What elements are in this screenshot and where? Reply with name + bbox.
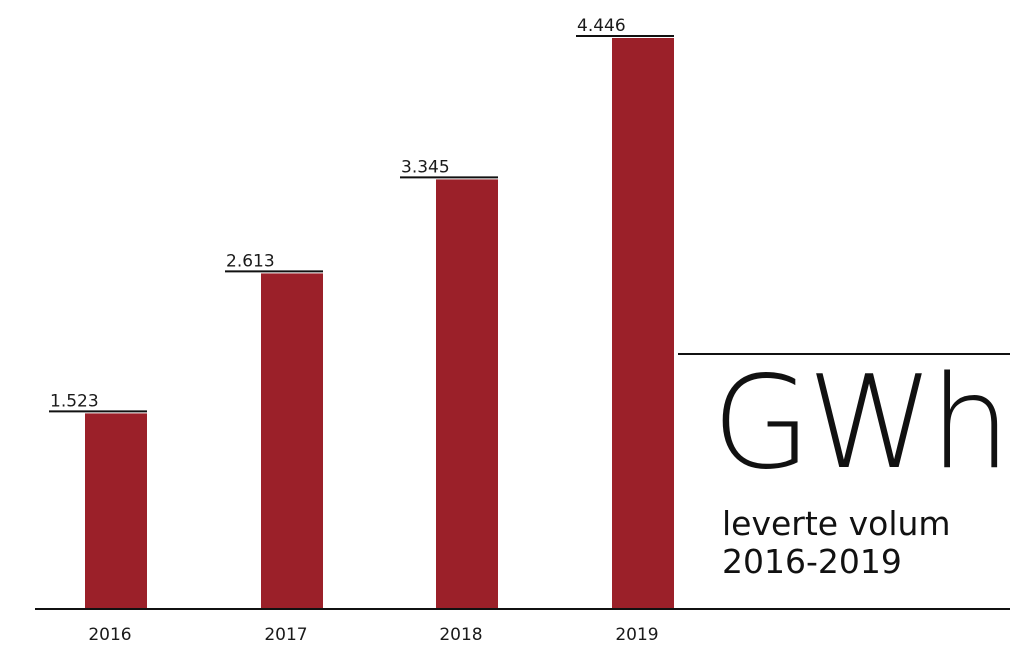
bar-2018: [436, 179, 498, 609]
x-tick-labels-layer: 2016 2017 2018 2019: [88, 625, 658, 645]
x-tick-label-2016: 2016: [88, 625, 131, 645]
bar-2019: [612, 38, 674, 609]
bar-2016: [85, 413, 147, 609]
subtitle-line-1: leverte volum: [722, 504, 951, 543]
data-label-2018: 3.345: [401, 157, 450, 177]
bars-layer: [85, 38, 674, 609]
data-label-2017: 2.613: [226, 251, 275, 271]
subtitle-line-2: 2016-2019: [722, 542, 902, 581]
x-tick-label-2018: 2018: [439, 625, 482, 645]
data-label-2016: 1.523: [50, 391, 99, 411]
unit-label: GWh: [712, 349, 1010, 498]
x-tick-label-2017: 2017: [264, 625, 307, 645]
x-tick-label-2019: 2019: [615, 625, 658, 645]
data-label-2019: 4.446: [577, 16, 626, 36]
value-labels-layer: 1.523 2.613 3.345 4.446: [49, 16, 674, 413]
bar-2017: [261, 273, 323, 609]
chart-subtitle: leverte volum 2016-2019: [722, 505, 951, 581]
